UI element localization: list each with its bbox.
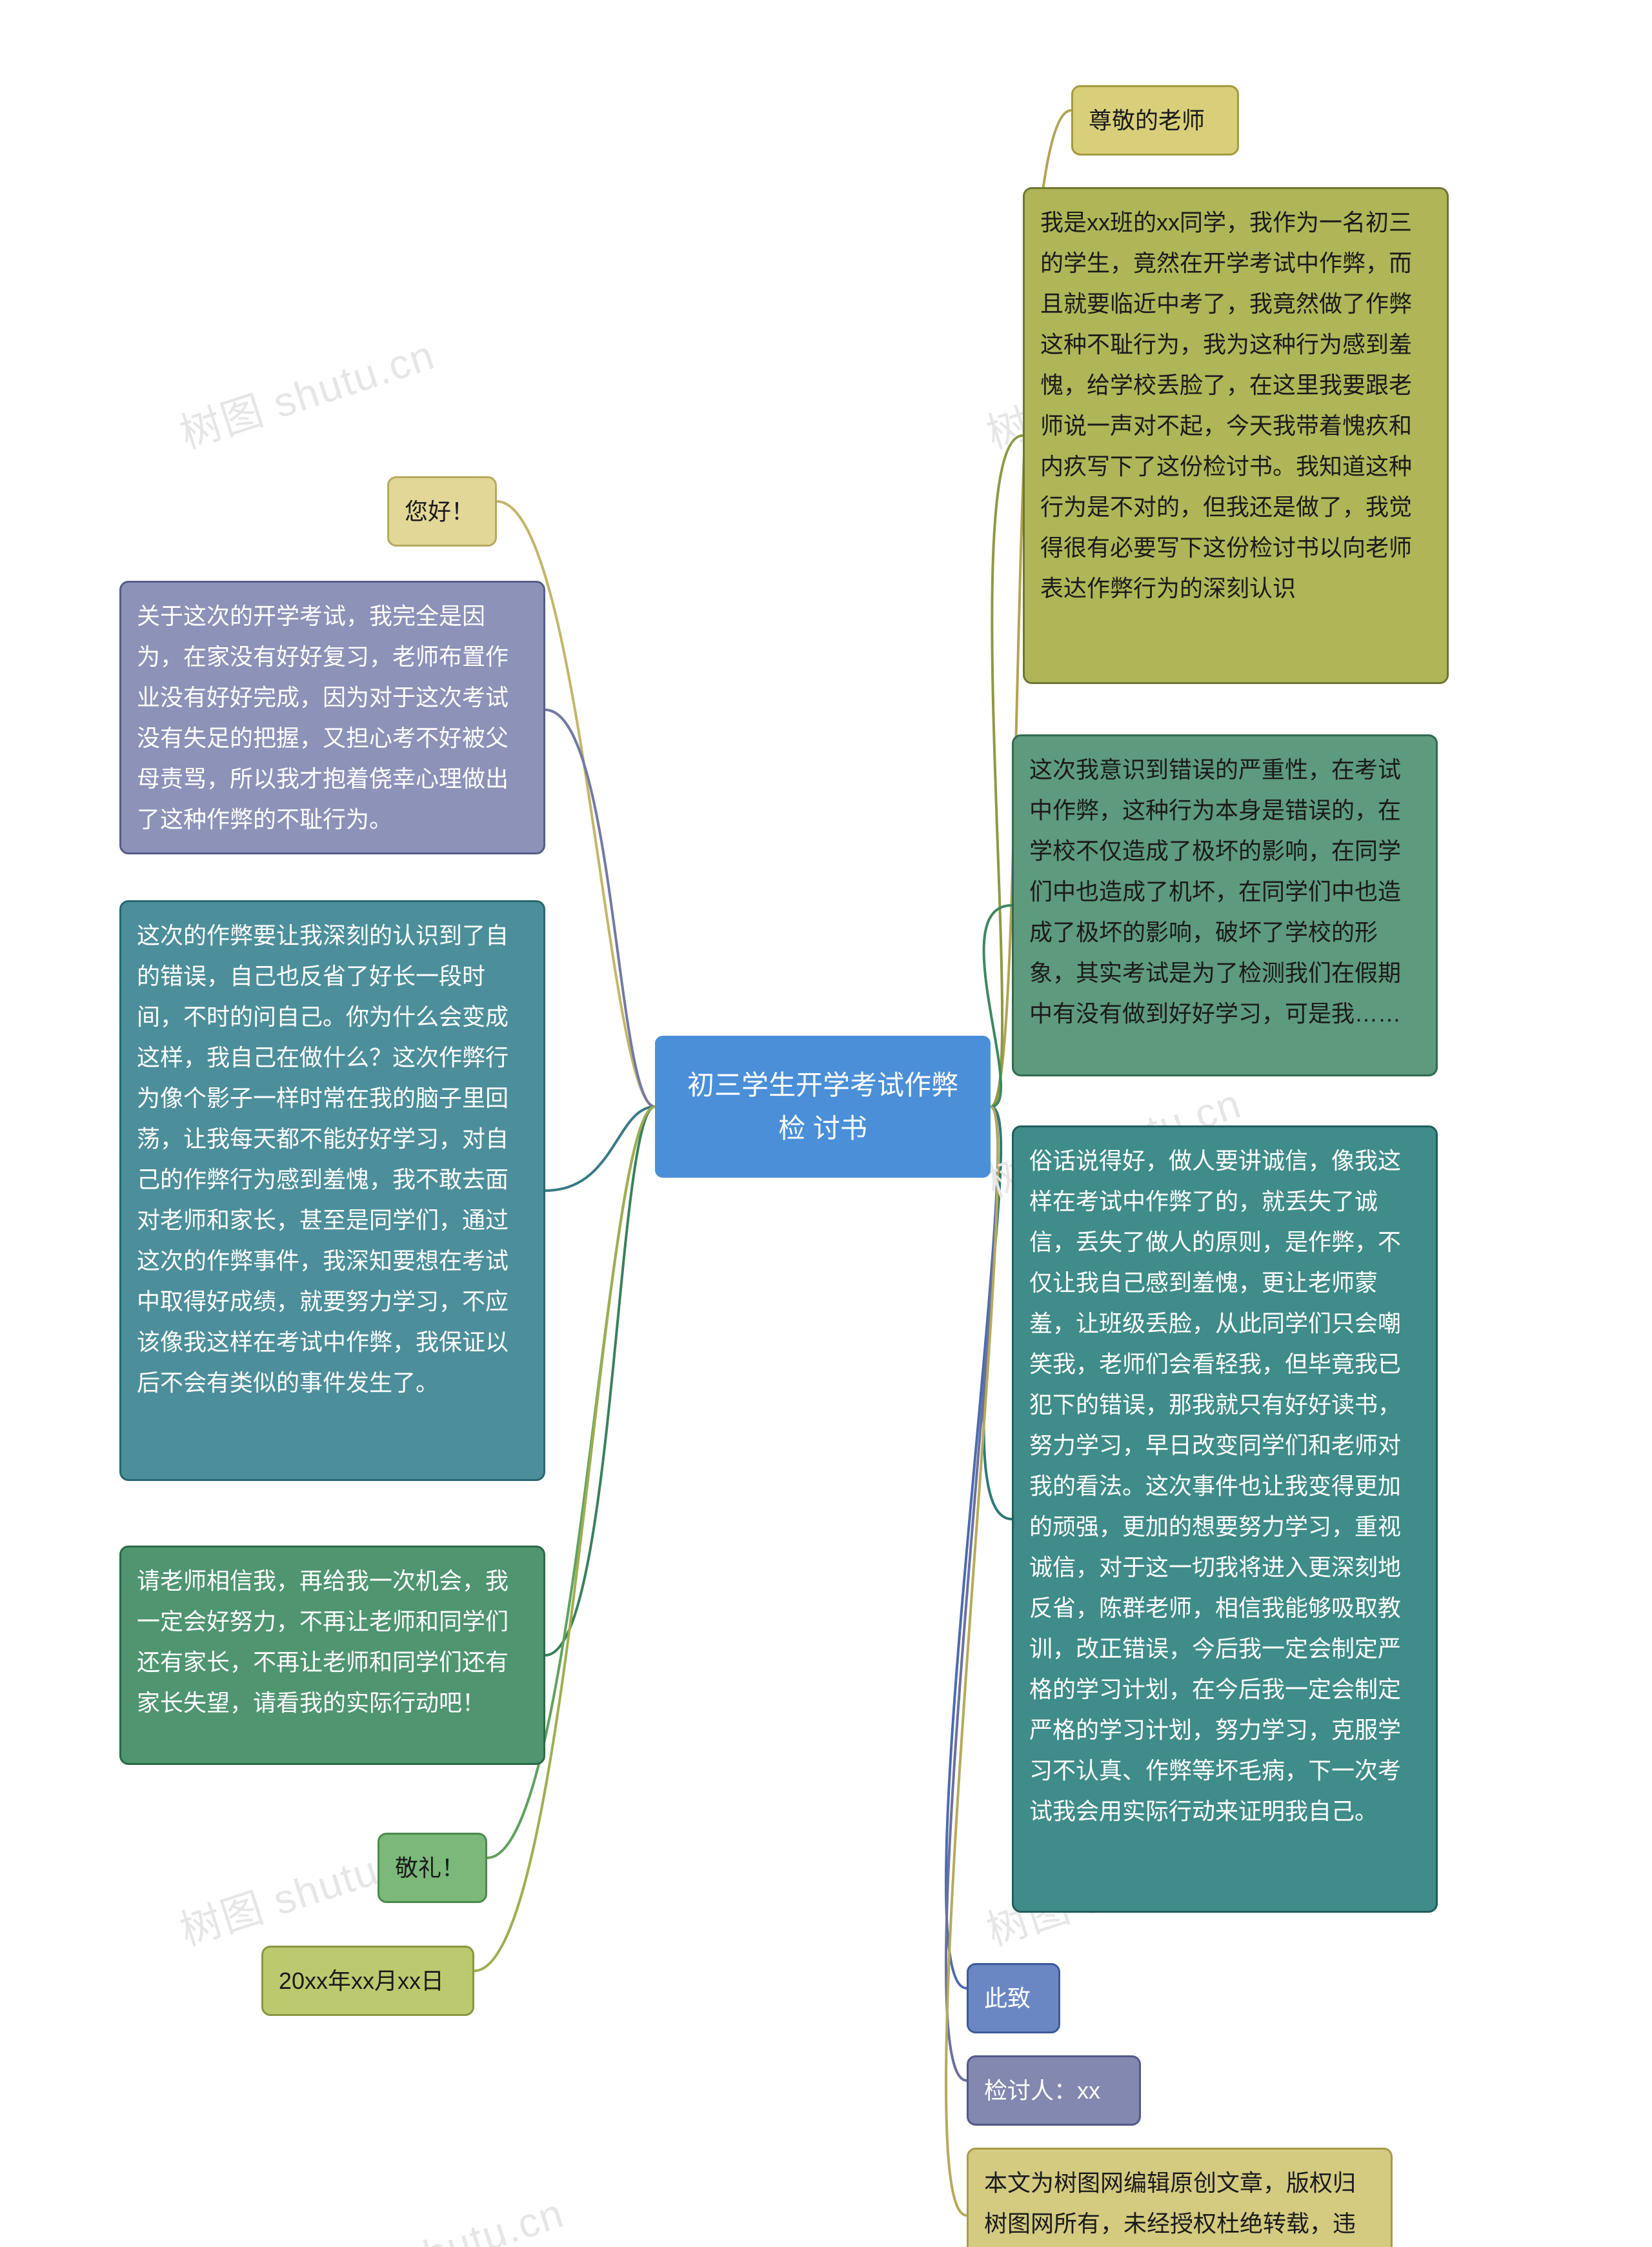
node-reflection[interactable]: 这次的作弊要让我深刻的认识到了自的错误，自己也反省了好长一段时间，不时的问自己。… (119, 900, 545, 1481)
node-date[interactable]: 20xx年xx月xx日 (261, 1946, 474, 2016)
watermark: 树图 shutu.cn (172, 322, 441, 460)
connector-copyright (946, 1107, 998, 2215)
node-reviewer[interactable]: 检讨人：xx (967, 2055, 1141, 2126)
mindmap-canvas: 树图 shutu.cn树图 shutu.cn树图 shutu.cn树图 shut… (0, 0, 1652, 2247)
node-reason[interactable]: 关于这次的开学考试，我完全是因为，在家没有好好复习，老师布置作业没有好好完成，因… (119, 581, 545, 854)
connector-reflection (545, 1107, 655, 1191)
center-node[interactable]: 初三学生开学考试作弊检 讨书 (655, 1036, 991, 1178)
connector-please (545, 1107, 655, 1655)
node-severity[interactable]: 这次我意识到错误的严重性，在考试中作弊，这种行为本身是错误的，在学校不仅造成了极… (1012, 734, 1438, 1076)
node-proverb[interactable]: 俗话说得好，做人要讲诚信，像我这样在考试中作弊了的，就丢失了诚信，丢失了做人的原… (1012, 1125, 1438, 1913)
watermark: shutu.cn (397, 2189, 570, 2247)
node-please[interactable]: 请老师相信我，再给我一次机会，我一定会好努力，不再让老师和同学们还有家长，不再让… (119, 1546, 545, 1765)
connector-reviewer (946, 1107, 998, 2081)
node-cizhi[interactable]: 此致 (967, 1963, 1060, 2033)
node-teacher[interactable]: 尊敬的老师 (1071, 85, 1239, 156)
connector-cizhi (946, 1107, 998, 1988)
node-hello[interactable]: 您好！ (387, 476, 497, 547)
node-salute[interactable]: 敬礼！ (378, 1833, 487, 1903)
connector-reason (545, 710, 655, 1107)
node-intro[interactable]: 我是xx班的xx同学，我作为一名初三的学生，竟然在开学考试中作弊，而且就要临近中… (1023, 187, 1449, 684)
node-copyright[interactable]: 本文为树图网编辑原创文章，版权归树图网所有，未经授权杜绝转载，违者追究法律责任。 (967, 2148, 1393, 2247)
